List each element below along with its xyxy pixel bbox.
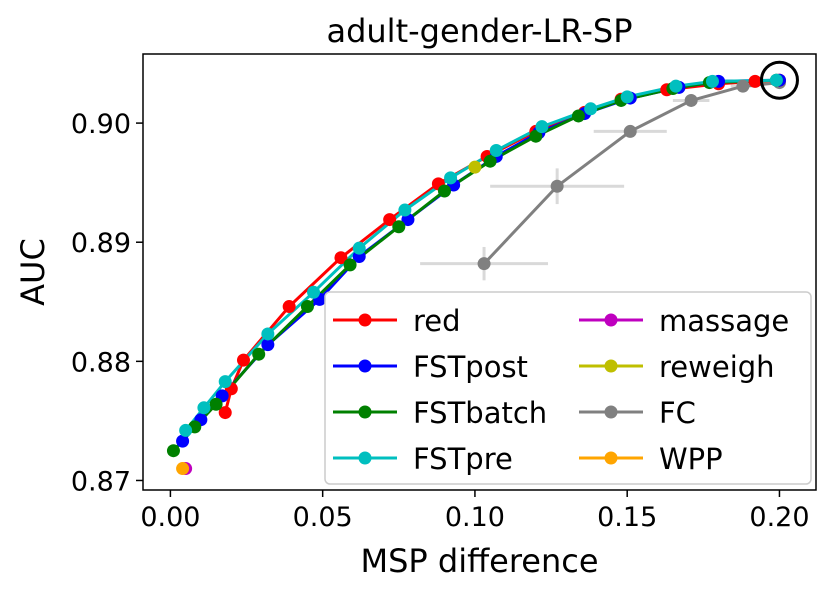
legend-label-fstpre: FSTpre [413,442,513,476]
point-fstbatch [166,444,180,458]
point-fstpre [444,171,458,185]
point-fstbatch [392,220,406,234]
legend-marker-red [358,313,372,327]
legend-label-fc: FC [659,396,696,430]
y-axis-label: AUC [14,238,52,306]
point-reweigh [468,160,482,174]
y-tick-label: 0.89 [71,228,131,259]
point-red [282,300,296,314]
x-axis-label: MSP difference [360,542,598,580]
point-fstpre [197,401,211,415]
point-fc [550,179,564,193]
point-fstpre [535,120,549,134]
point-fc [684,93,698,107]
point-fstpre [769,73,783,87]
point-fstpre [179,423,193,437]
legend-marker-fstpost [358,359,372,373]
point-fstbatch [529,129,543,143]
point-red [236,353,250,367]
legend-box [324,291,812,485]
point-fstpre [705,74,719,88]
legend-label-wpp: WPP [659,442,723,476]
point-fstbatch [343,258,357,272]
legend: red FSTpost FSTbatch FSTpre massage reweigh FC… [324,291,812,485]
point-fc [736,79,750,93]
y-tick-label: 0.90 [71,109,131,140]
point-fstpre [489,143,503,157]
y-axis-ticks: 0.87 0.88 0.89 0.90 [71,109,143,497]
highlight-circle [759,60,799,100]
legend-label-red: red [413,304,461,338]
point-red [218,406,232,420]
point-fstbatch [483,154,497,168]
x-tick-label: 0.15 [597,502,657,533]
legend-label-massage: massage [659,304,789,338]
chart-title: adult-gender-LR-SP [326,12,632,50]
point-fstpre [584,102,598,116]
y-tick-label: 0.88 [71,347,131,378]
point-fstbatch [571,109,585,123]
point-wpp [176,462,190,476]
point-fstpost [176,434,190,448]
legend-label-fstbatch: FSTbatch [413,396,547,430]
legend-marker-fstpre [358,451,372,465]
point-fstbatch [437,184,451,198]
legend-label-fstpost: FSTpost [413,350,528,384]
point-fstpre [620,90,634,104]
point-fstpost [261,338,275,352]
point-fstbatch [300,300,314,314]
point-fstpre [307,285,321,299]
x-axis-ticks: 0.00 0.05 0.10 0.15 0.20 [140,490,810,533]
point-fstbatch [252,347,266,361]
legend-marker-fstbatch [358,405,372,419]
point-fc [623,124,637,138]
point-red [748,74,762,88]
legend-marker-reweigh [604,359,618,373]
error-bars [420,81,786,281]
point-fstpre [218,375,232,389]
x-tick-label: 0.20 [749,502,809,533]
plot-frame [142,53,817,491]
annotations [759,60,799,100]
point-fstbatch [209,397,223,411]
point-fstpre [261,327,275,341]
x-tick-label: 0.00 [140,502,200,533]
series-markers [166,73,786,476]
point-fc [477,257,491,271]
x-tick-label: 0.10 [445,502,505,533]
point-fstpre [398,203,412,217]
point-fstpre [352,241,366,255]
point-red [383,213,397,227]
legend-marker-massage [604,313,618,327]
point-red [334,251,348,265]
point-fstpre [669,79,683,93]
legend-marker-wpp [604,451,618,465]
y-tick-label: 0.87 [71,466,131,497]
x-tick-label: 0.05 [293,502,353,533]
series-line-fc [483,81,780,265]
legend-label-reweigh: reweigh [659,350,775,384]
legend-marker-fc [604,405,618,419]
